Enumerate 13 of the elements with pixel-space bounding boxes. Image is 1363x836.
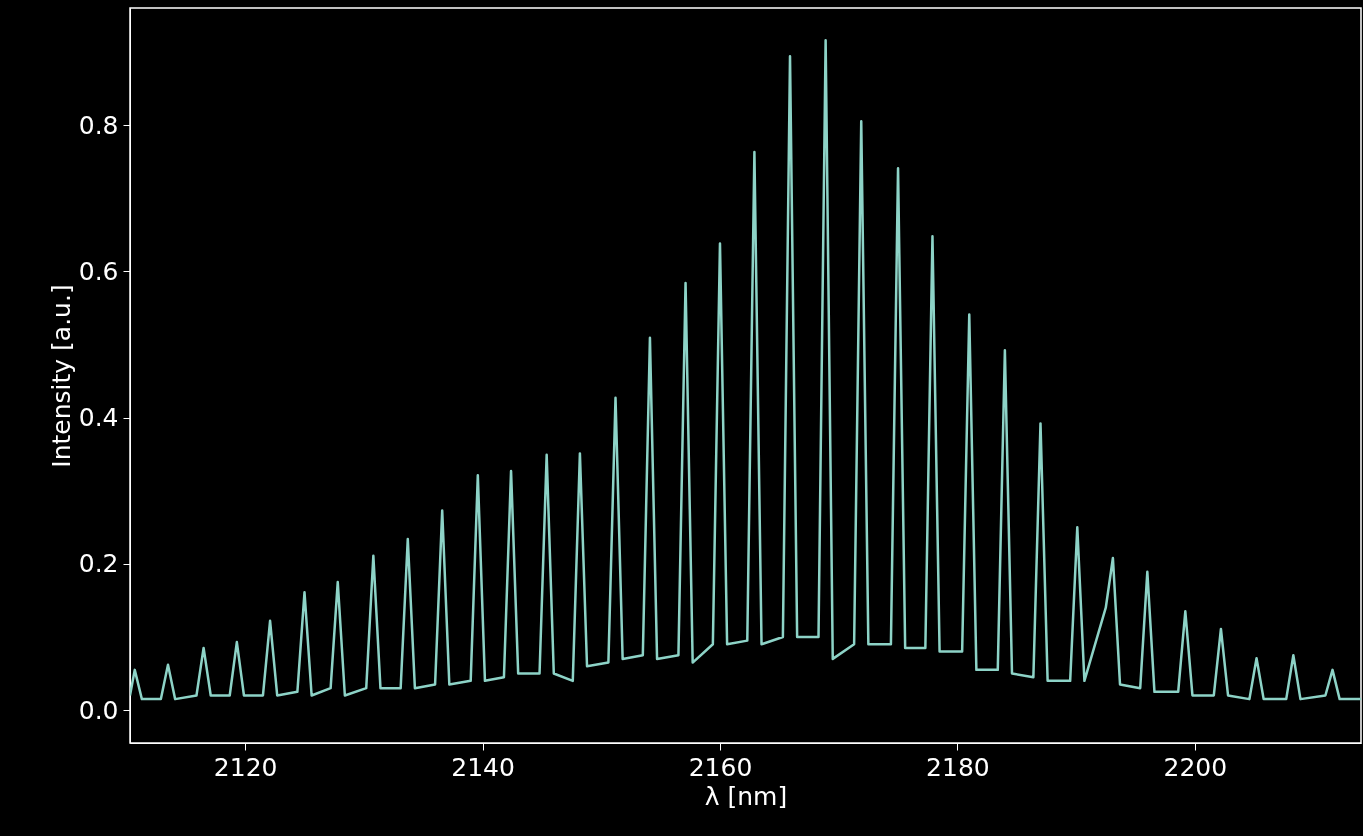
y-tick-label: 0.2 (78, 549, 119, 579)
y-axis-title: Intensity [a.u.] (46, 284, 76, 468)
x-tick-label: 2160 (688, 752, 753, 782)
x-tick-label: 2140 (451, 752, 515, 782)
y-tick-label: 0.0 (78, 695, 119, 725)
x-tick-label: 2120 (213, 752, 278, 782)
x-tick-label: 2180 (926, 752, 990, 782)
line-series (130, 38, 1361, 701)
y-tick-label: 0.6 (78, 256, 119, 286)
y-tick-label: 0.4 (78, 403, 119, 433)
x-tick-label: 2200 (1163, 752, 1228, 782)
y-tick-label: 0.8 (78, 110, 119, 140)
x-axis-title: λ [nm] (704, 781, 788, 811)
